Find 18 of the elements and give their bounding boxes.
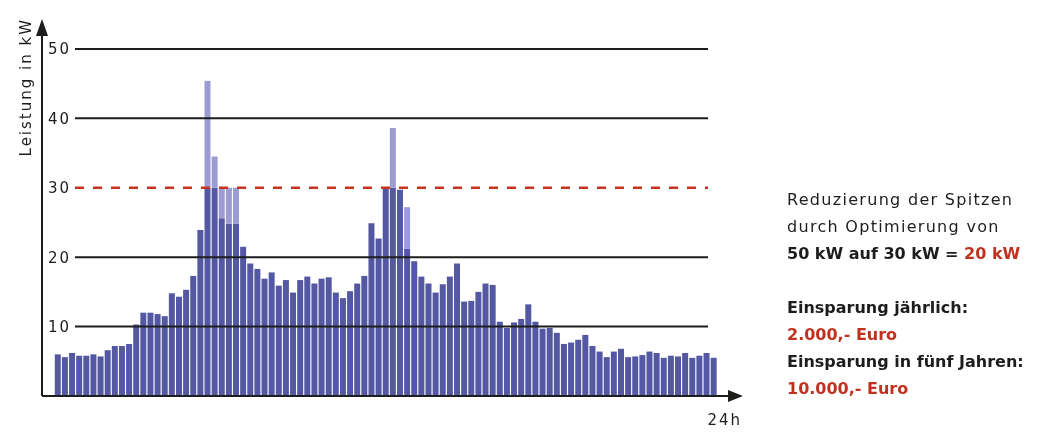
y-axis-title: Leistung in kW bbox=[17, 18, 35, 157]
y-tick-label: 40 bbox=[48, 109, 72, 128]
text: 50 kW auf 30 kW = bbox=[787, 244, 959, 263]
text: 10.000,- Euro bbox=[787, 379, 909, 398]
bar bbox=[404, 207, 411, 249]
text: Einsparung jährlich: bbox=[787, 298, 969, 317]
bar bbox=[389, 128, 396, 188]
y-tick-label: 50 bbox=[48, 40, 72, 59]
bar bbox=[211, 156, 218, 188]
y-tick-label: 20 bbox=[48, 248, 72, 267]
bar bbox=[204, 80, 211, 188]
y-tick-label: 30 bbox=[48, 179, 72, 198]
text: Reduzierung der Spitzen durch Optimierung von bbox=[787, 190, 1014, 236]
text: 2.000,- Euro bbox=[787, 325, 898, 344]
y-tick-label: 10 bbox=[48, 317, 72, 336]
text: Einsparung in fünf Jahren: bbox=[787, 352, 1024, 371]
x-axis-title: 24h bbox=[707, 411, 742, 429]
text: 20 kW bbox=[964, 244, 1021, 263]
